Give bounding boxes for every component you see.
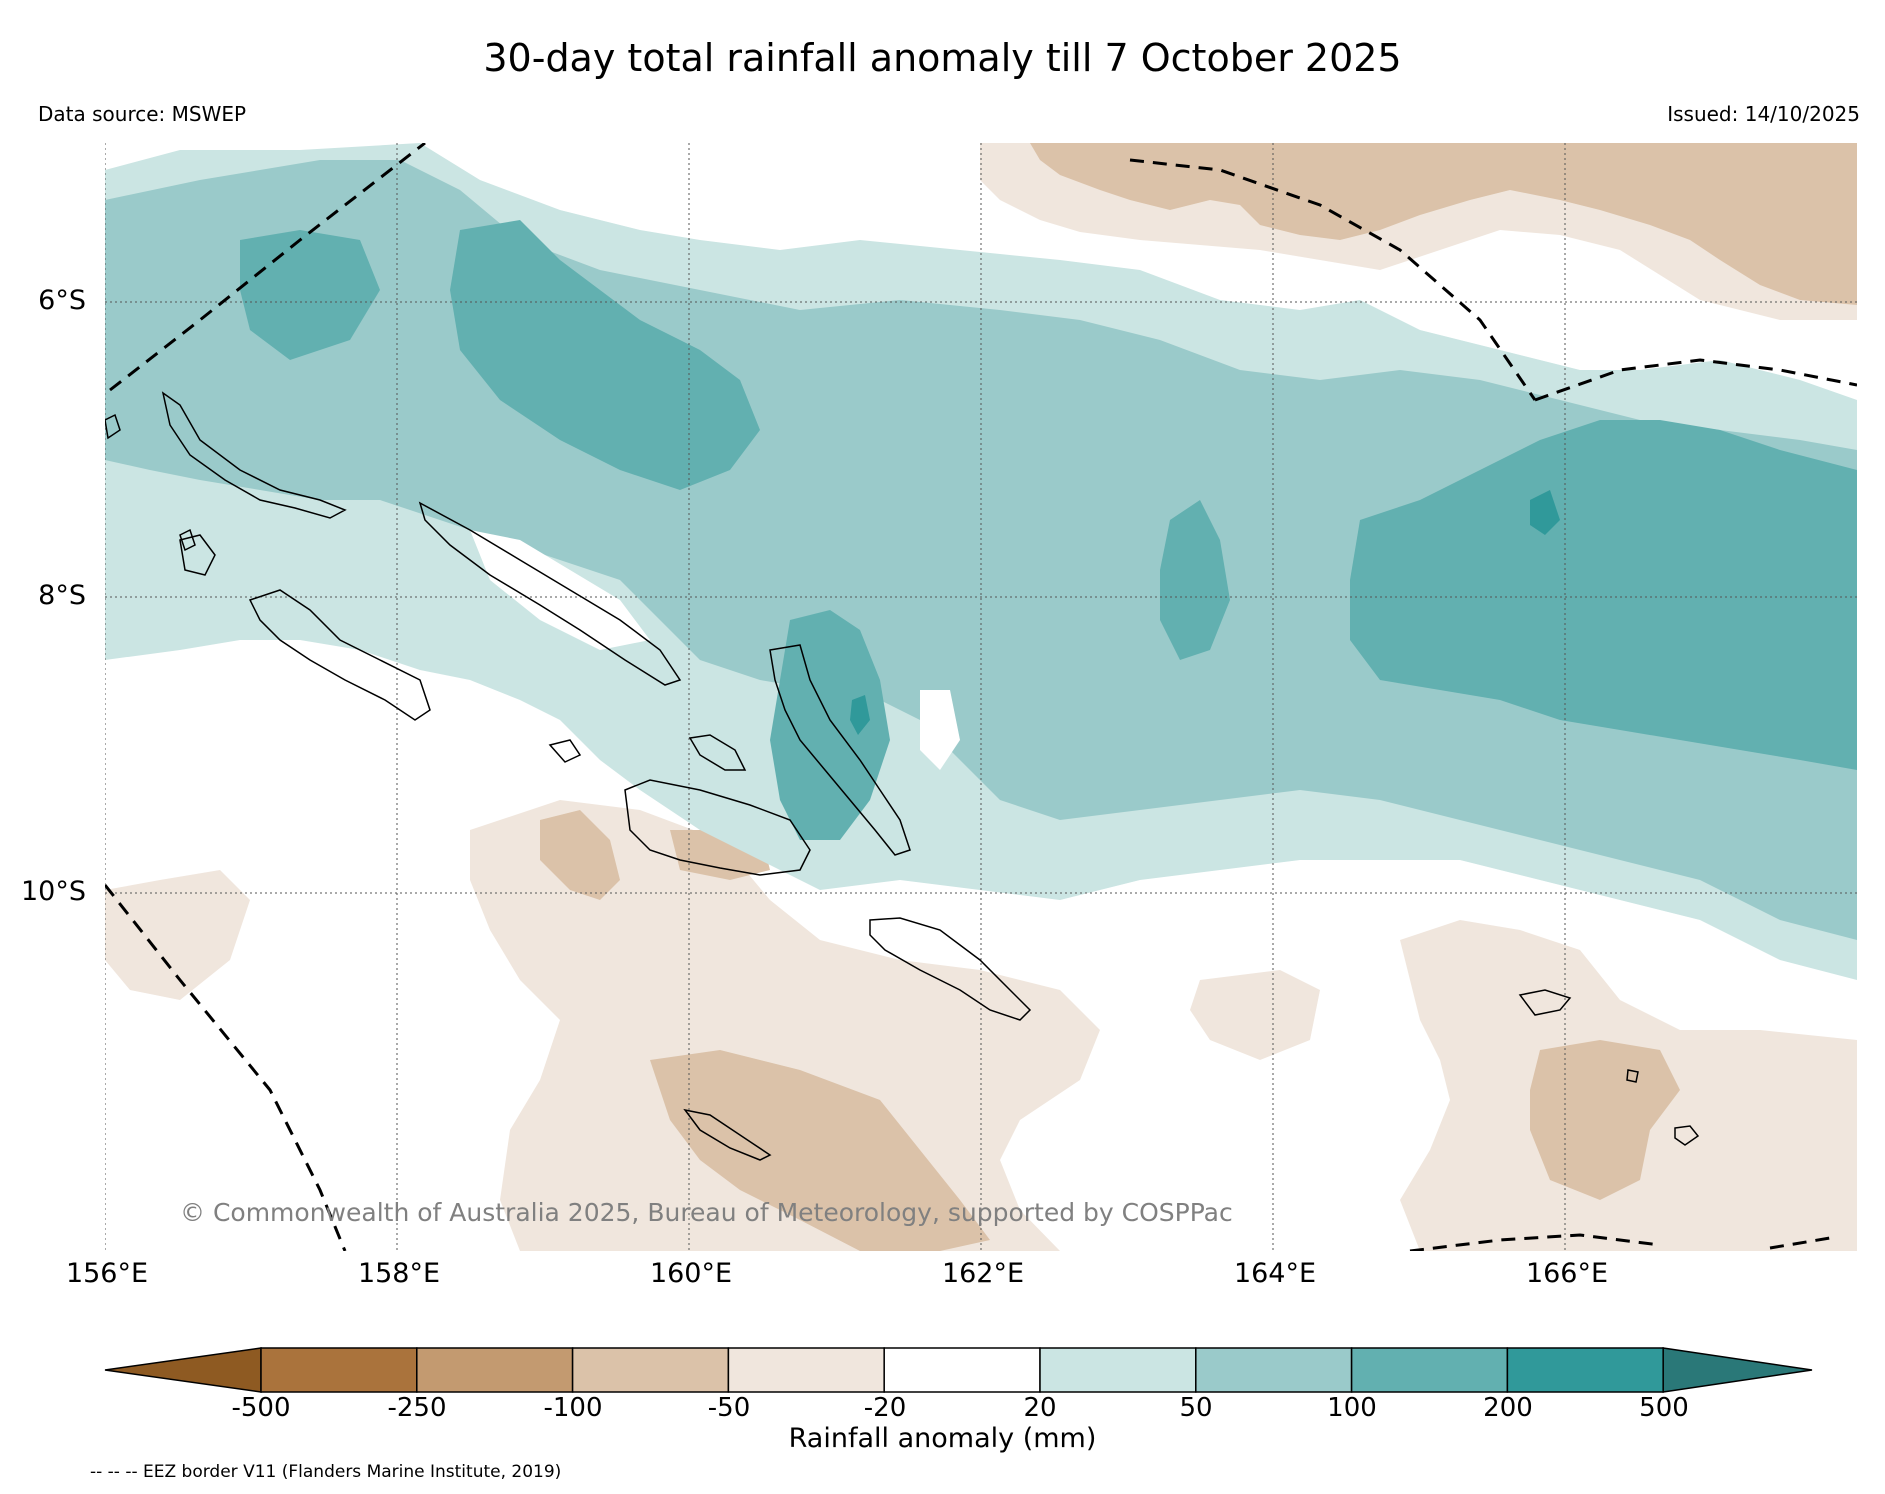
colorbar-label: Rainfall anomaly (mm) <box>788 1423 1097 1454</box>
colorbar-segment <box>571 1347 730 1393</box>
eez-border-east <box>1534 358 1857 402</box>
eez-legend-note: -- -- -- EEZ border V11 (Flanders Marine… <box>90 1462 562 1482</box>
colorbar-tick: -250 <box>387 1393 447 1423</box>
eez-border-south-east <box>1409 1233 1661 1251</box>
wet-region-peak <box>1530 490 1560 535</box>
dry-region-patch-east <box>1190 970 1320 1060</box>
dry-region-patch-west <box>105 870 250 1000</box>
colorbar-tick: 20 <box>1023 1393 1057 1423</box>
dry-region-core-se <box>1530 1040 1680 1200</box>
lon-label-160e: 160°E <box>649 1258 733 1289</box>
colorbar-tick: 500 <box>1639 1393 1689 1423</box>
data-source: Data source: MSWEP <box>38 102 247 126</box>
wet-region-core-centre2 <box>1160 500 1230 660</box>
island-santa-isabel <box>418 501 682 686</box>
island-malaita <box>769 644 911 856</box>
near-normal-gap <box>470 530 650 650</box>
island-rennell <box>683 1108 772 1161</box>
island-makira <box>869 917 1032 1021</box>
wet-region-peak2 <box>850 695 870 735</box>
island-bougainville-tip <box>179 528 196 552</box>
colorbar-segment <box>883 1347 1041 1393</box>
lon-label-166e: 166°E <box>1525 1258 1609 1289</box>
colorbar-tick: 50 <box>1179 1393 1213 1423</box>
eez-border-north-east <box>1129 158 1537 401</box>
island-new-georgia <box>248 589 431 721</box>
colorbar-segment <box>1195 1347 1353 1393</box>
near-normal-gap2 <box>920 690 960 770</box>
island-vanikoro <box>1674 1125 1700 1146</box>
map-title: 30-day total rainfall anomaly till 7 Oct… <box>483 36 1402 80</box>
lat-label-8s: 8°S <box>38 580 86 611</box>
colorbar <box>104 1347 1813 1393</box>
lat-label-6s: 6°S <box>38 285 86 316</box>
copyright-notice: © Commonwealth of Australia 2025, Bureau… <box>180 1198 1233 1227</box>
eez-border-north-west <box>109 143 426 392</box>
lat-label-10s: 10°S <box>21 876 86 907</box>
wet-region-core-north <box>450 220 760 490</box>
colorbar-tick: 200 <box>1483 1393 1533 1423</box>
island-santa-cruz <box>1518 989 1572 1016</box>
colorbar-segment <box>416 1347 574 1393</box>
lon-label-156e: 156°E <box>65 1258 149 1289</box>
lon-label-162e: 162°E <box>941 1258 1025 1289</box>
colorbar-segment <box>1350 1347 1509 1393</box>
colorbar-segment <box>1039 1347 1197 1393</box>
issued-date: Issued: 14/10/2025 <box>1667 102 1860 126</box>
colorbar-segment <box>1506 1347 1664 1393</box>
dry-region-north-core <box>1030 143 1857 305</box>
eez-border-south-east2 <box>1769 1236 1831 1250</box>
lon-label-158e: 158°E <box>357 1258 441 1289</box>
dry-region-core-mid <box>540 810 620 900</box>
colorbar-tick: -100 <box>543 1393 603 1423</box>
lon-label-164e: 164°E <box>1233 1258 1317 1289</box>
island-utupua <box>1626 1069 1639 1083</box>
island-guadalcanal <box>624 779 811 876</box>
wet-region-core-nw <box>240 230 380 360</box>
wet-region-core-centre <box>770 610 890 840</box>
island-shortlands <box>105 413 121 440</box>
island-vella-lavella <box>179 534 216 576</box>
dry-region-core-sw <box>650 1050 990 1251</box>
colorbar-tick: -20 <box>863 1393 907 1423</box>
colorbar-extend-high <box>1662 1347 1813 1393</box>
colorbar-segment <box>260 1347 418 1393</box>
colorbar-segment <box>727 1347 885 1393</box>
colorbar-tick: 100 <box>1327 1393 1377 1423</box>
colorbar-extend-low <box>104 1347 262 1393</box>
wet-region-core-east <box>1350 420 1857 770</box>
island-choiseul <box>161 391 347 519</box>
island-russell <box>548 739 582 763</box>
dry-region-south-west <box>470 800 1100 1251</box>
island-nggela <box>688 734 747 771</box>
colorbar-tick: -50 <box>707 1393 751 1423</box>
colorbar-tick: -500 <box>231 1393 291 1423</box>
eez-border-south-west <box>105 884 347 1251</box>
